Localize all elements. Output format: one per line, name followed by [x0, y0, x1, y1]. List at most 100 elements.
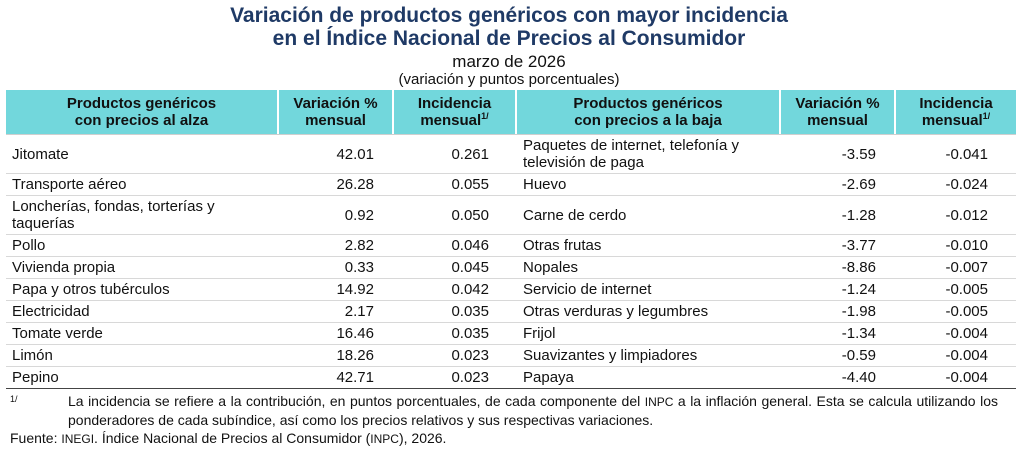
up-variation: 42.71 — [279, 367, 394, 389]
up-incidence: 0.035 — [394, 323, 517, 345]
header-down-incidence-line-1: Incidencia — [919, 95, 993, 112]
header-up-incidence-text: mensual — [420, 112, 482, 129]
down-product-name: Frijol — [517, 323, 781, 345]
down-product-name: Otras verduras y legumbres — [517, 301, 781, 323]
header-up-incidence: Incidencia mensual1/ — [394, 90, 517, 134]
source-text-b: ), 2026. — [398, 430, 447, 446]
header-up-variation-line-1: Variación % — [293, 95, 378, 112]
table-row: Pollo 2.82 0.046 Otras frutas -3.77 -0.0… — [6, 235, 1016, 257]
table-row: Tomate verde 16.46 0.035 Frijol -1.34 -0… — [6, 323, 1016, 345]
down-incidence: -0.004 — [896, 345, 1016, 367]
header-down-incidence: Incidencia mensual1/ — [896, 90, 1016, 134]
up-variation: 2.17 — [279, 301, 394, 323]
table-row: Papa y otros tubérculos 14.92 0.042 Serv… — [6, 279, 1016, 301]
footnote-text-b: a la inflación general. Esta se calcula … — [68, 393, 998, 428]
table-row: Vivienda propia 0.33 0.045 Nopales -8.86… — [6, 257, 1016, 279]
up-incidence: 0.045 — [394, 257, 517, 279]
header-down-incidence-text: mensual — [921, 112, 983, 129]
table-row: Transporte aéreo 26.28 0.055 Huevo -2.69… — [6, 174, 1016, 196]
up-product-name: Tomate verde — [6, 323, 279, 345]
up-variation: 18.26 — [279, 345, 394, 367]
footnote-text-a: La incidencia se refiere a la contribuci… — [68, 393, 645, 409]
down-variation: -3.59 — [781, 134, 896, 174]
header-down-variation-line-2: mensual — [807, 112, 868, 129]
report-period: marzo de 2026 — [452, 52, 566, 71]
down-incidence: -0.012 — [896, 196, 1016, 235]
source-label: Fuente: — [10, 430, 62, 446]
up-variation: 2.82 — [279, 235, 394, 257]
down-variation: -1.24 — [781, 279, 896, 301]
down-product-name: Huevo — [517, 174, 781, 196]
table-row: Loncherías, fondas, torterías y taquería… — [6, 196, 1016, 235]
down-product-name: Servicio de internet — [517, 279, 781, 301]
down-variation: -1.34 — [781, 323, 896, 345]
footnote-abbr: INPC — [644, 395, 674, 409]
down-incidence: -0.004 — [896, 323, 1016, 345]
up-incidence: 0.042 — [394, 279, 517, 301]
header-up-variation-line-2: mensual — [305, 112, 366, 129]
up-incidence: 0.055 — [394, 174, 517, 196]
up-incidence: 0.023 — [394, 345, 517, 367]
header-down-variation: Variación % mensual — [781, 90, 896, 134]
up-variation: 0.33 — [279, 257, 394, 279]
down-variation: -8.86 — [781, 257, 896, 279]
header-up-products-line-1: Productos genéricos — [66, 95, 217, 112]
up-product-name: Vivienda propia — [6, 257, 279, 279]
up-product-name: Pollo — [6, 235, 279, 257]
down-variation: -1.98 — [781, 301, 896, 323]
up-product-name: Loncherías, fondas, torterías y taquería… — [6, 196, 279, 235]
up-product-name: Pepino — [6, 367, 279, 389]
source-abbr: INPC — [370, 432, 399, 446]
down-incidence: -0.010 — [896, 235, 1016, 257]
header-down-variation-line-1: Variación % — [795, 95, 880, 112]
up-incidence: 0.261 — [394, 134, 517, 174]
header-down-products-line-1: Productos genéricos — [573, 95, 723, 112]
down-variation: -1.28 — [781, 196, 896, 235]
footnote-mark: 1/ — [10, 394, 18, 404]
source-org: INEGI — [61, 432, 95, 446]
down-variation: -3.77 — [781, 235, 896, 257]
up-variation: 42.01 — [279, 134, 394, 174]
header-up-products-line-2: con precios al alza — [74, 112, 209, 129]
up-incidence: 0.046 — [394, 235, 517, 257]
header-down-products-line-2: con precios a la baja — [574, 112, 722, 129]
up-variation: 26.28 — [279, 174, 394, 196]
up-variation: 14.92 — [279, 279, 394, 301]
up-product-name: Jitomate — [6, 134, 279, 174]
table-row: Electricidad 2.17 0.035 Otras verduras y… — [6, 301, 1016, 323]
footnote-ref: 1/ — [481, 111, 489, 121]
up-product-name: Electricidad — [6, 301, 279, 323]
header-up-incidence-line-2: mensual1/ — [398, 111, 511, 130]
up-product-name: Papa y otros tubérculos — [6, 279, 279, 301]
report-title: Variación de productos genéricos con may… — [6, 0, 1012, 50]
down-incidence: -0.024 — [896, 174, 1016, 196]
down-product-name: Suavizantes y limpiadores — [517, 345, 781, 367]
incidence-table: Productos genéricos con precios al alza … — [6, 90, 1016, 389]
footnote: 1/ La incidencia se refiere a la contrib… — [6, 392, 1012, 429]
header-down-products: Productos genéricos con precios a la baj… — [517, 90, 781, 134]
table-row: Limón 18.26 0.023 Suavizantes y limpiado… — [6, 345, 1016, 367]
header-down-incidence-line-2: mensual1/ — [900, 112, 1012, 130]
down-variation: -4.40 — [781, 367, 896, 389]
title-line-1: Variación de productos genéricos con may… — [230, 4, 788, 27]
table-row: Jitomate 42.01 0.261 Paquetes de interne… — [6, 134, 1016, 174]
down-variation: -2.69 — [781, 174, 896, 196]
down-incidence: -0.005 — [896, 301, 1016, 323]
down-incidence: -0.004 — [896, 367, 1016, 389]
report-units: (variación y puntos porcentuales) — [398, 71, 620, 88]
up-incidence: 0.023 — [394, 367, 517, 389]
down-incidence: -0.041 — [896, 134, 1016, 174]
down-product-name: Carne de cerdo — [517, 196, 781, 235]
table-header-row: Productos genéricos con precios al alza … — [6, 90, 1016, 134]
down-variation: -0.59 — [781, 345, 896, 367]
header-up-variation: Variación % mensual — [279, 90, 394, 134]
table-row: Pepino 42.71 0.023 Papaya -4.40 -0.004 — [6, 367, 1016, 389]
header-up-incidence-line-1: Incidencia — [417, 95, 492, 112]
down-product-name: Otras frutas — [517, 235, 781, 257]
up-incidence: 0.035 — [394, 301, 517, 323]
up-variation: 0.92 — [279, 196, 394, 235]
down-product-name: Nopales — [517, 257, 781, 279]
down-incidence: -0.005 — [896, 279, 1016, 301]
source-note: Fuente: INEGI. Índice Nacional de Precio… — [6, 429, 1012, 448]
